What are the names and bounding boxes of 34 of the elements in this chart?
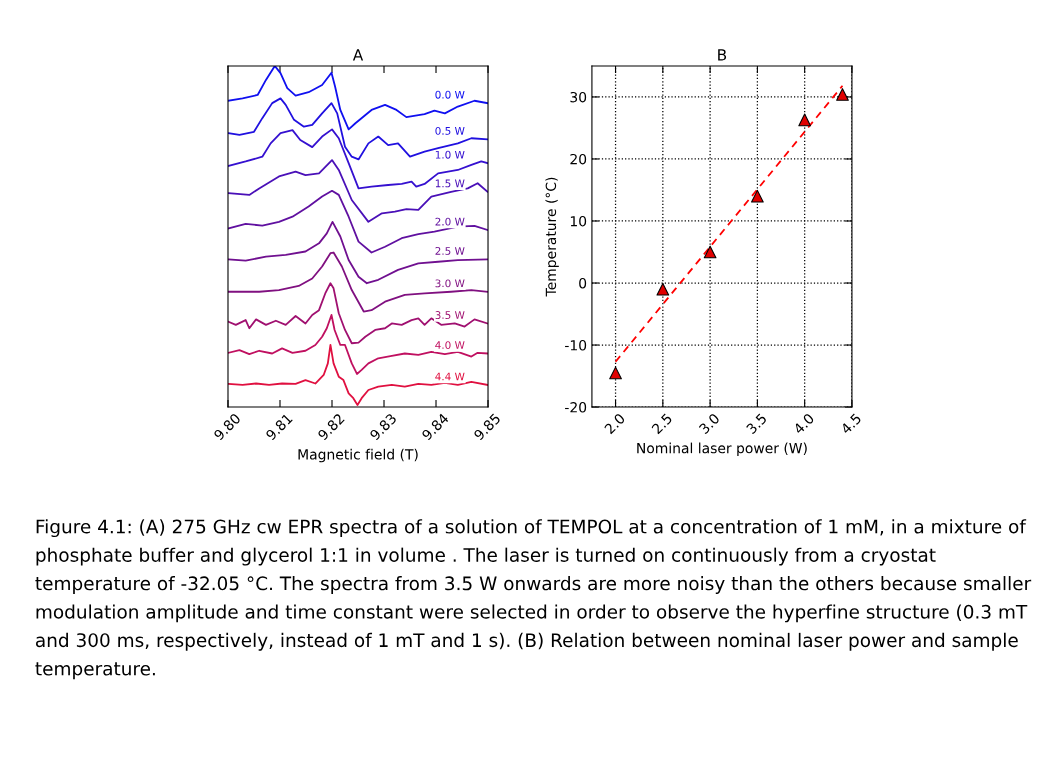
y-tick-label: -20 [565,402,587,413]
chart-title: A [352,49,364,61]
x-tick-label: 4.5 [840,413,862,435]
series-label: 2.5 W [435,246,465,255]
y-tick-label: -10 [565,340,587,351]
series-label: 3.5 W [435,311,465,319]
series-label: 3.0 W [435,279,465,288]
x-tick-label: 4.0 [792,412,815,435]
series-label: 4.0 W [435,341,465,350]
point [751,189,764,203]
series-label: 1.0 W [435,150,465,159]
series-label: 4.4 W [435,372,465,381]
x-tick-label: 2.0 [603,412,626,435]
x-axis-title: Magnetic field (T) [298,448,418,463]
y-axis-title: Temperature (°C) [545,177,559,297]
series-label: 0.5 W [435,126,465,135]
y-tick-label: 10 [570,215,587,227]
caption: Figure 4.1: (A) 275 GHz cw EPR spectra of a solution of TEMPOL at a concentration of 1 mM, in a mixture of phosphate buffer and glycerol 1:1 in volume . The laser is turned on continuously from a cryostat temperature of -32.05 °C. The spectra from 3.5 W onwards are more noisy than the others because smaller modulation amplitude and time constant were selected in order to observe the hyperfine structure (0.3 mT and 300 ms, respectively, instead of 1 mT and 1 s). (B) Relation between nominal laser power and sample temperature. [35,519,1032,680]
point [798,113,812,127]
point [836,88,849,101]
point [703,245,717,259]
x-tick-label: 3.5 [745,412,768,435]
series-label: 2.0 W [435,217,465,226]
x-tick-label: 2.5 [651,412,673,435]
chart-title: B [718,49,727,61]
x-tick-label: 3.0 [698,412,721,435]
series-label: 1.5 W [435,179,465,188]
point [609,366,622,380]
point [656,282,670,296]
y-tick-label: 20 [570,153,587,165]
series-label: 0.0 W [435,90,465,99]
y-tick-label: 30 [570,91,587,103]
x-axis-title: Nominal laser power (W) [637,442,807,457]
y-tick-label: 0 [579,277,587,289]
